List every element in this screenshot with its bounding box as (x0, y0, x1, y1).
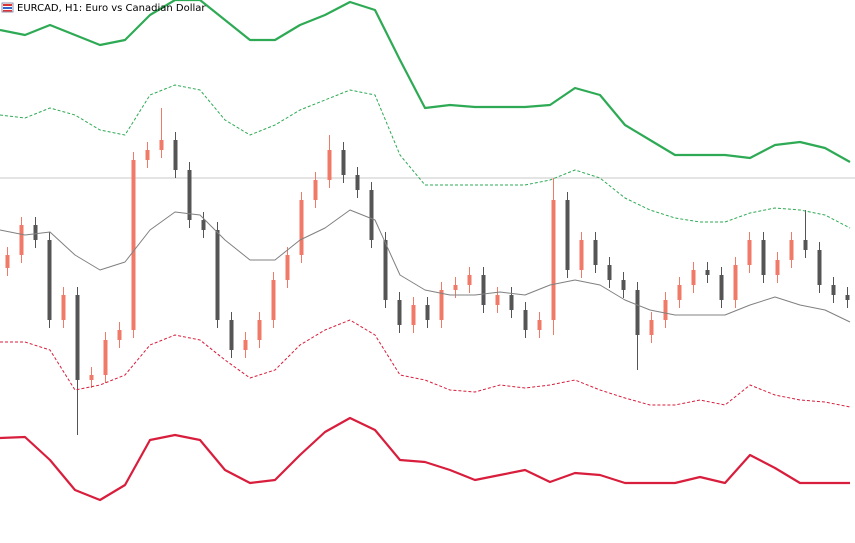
candle-body (159, 140, 164, 150)
candle-body (831, 285, 836, 295)
candle-body (803, 240, 808, 250)
candle-body (201, 220, 206, 230)
candle-body (761, 240, 766, 275)
candle-body (145, 150, 150, 160)
candle-body (215, 230, 220, 320)
candle-body (467, 275, 472, 285)
candle-body (229, 320, 234, 350)
candle-body (397, 300, 402, 325)
candle-body (327, 150, 332, 180)
candle-body (817, 250, 822, 285)
candle-body (341, 150, 346, 175)
candle-body (495, 295, 500, 305)
candle-body (355, 175, 360, 190)
candle-body (593, 240, 598, 265)
candle-body (33, 225, 38, 240)
candle-body (733, 265, 738, 300)
candle-body (481, 275, 486, 305)
chart-title: EURCAD, H1: Euro vs Canadian Dollar (17, 3, 206, 14)
candle-body (103, 340, 108, 375)
candle-body (271, 280, 276, 320)
candle-body (719, 275, 724, 300)
candle-body (691, 270, 696, 285)
candle-body (747, 240, 752, 265)
candle-body (131, 160, 136, 330)
candle-body (453, 285, 458, 290)
candle-body (523, 310, 528, 330)
candle-body (187, 170, 192, 220)
candle-body (551, 200, 556, 320)
candle-body (47, 240, 52, 320)
candle-body (117, 330, 122, 340)
candle-body (649, 320, 654, 335)
candle-body (411, 305, 416, 325)
candle-body (537, 320, 542, 330)
candle-body (845, 295, 850, 300)
candle-body (705, 270, 710, 275)
candle-body (383, 240, 388, 300)
candle-body (439, 290, 444, 320)
candle-body (5, 255, 10, 268)
candle-body (173, 140, 178, 170)
candle-body (61, 295, 66, 320)
candle-body (89, 375, 94, 380)
candle-body (369, 190, 374, 240)
candle-body (677, 285, 682, 300)
candle-body (19, 225, 24, 255)
candle-body (607, 265, 612, 280)
candle-body (789, 240, 794, 260)
candle-body (243, 340, 248, 350)
indicator-line (0, 209, 851, 323)
candle-body (565, 200, 570, 270)
indicator-line (0, 416, 850, 502)
candle-body (775, 260, 780, 275)
indicator-line (0, 0, 851, 163)
candle-body (663, 300, 668, 320)
candle-body (579, 240, 584, 270)
candle-body (509, 295, 514, 310)
candle-body (299, 200, 304, 255)
candles (5, 108, 850, 435)
candle-body (621, 280, 626, 290)
symbol-flag (1, 2, 14, 13)
candle-body (425, 305, 430, 320)
candle-body (313, 180, 318, 200)
candle-body (285, 255, 290, 280)
indicator-line (0, 319, 851, 408)
candle-body (257, 320, 262, 340)
candle-body (75, 295, 80, 380)
candle-body (635, 290, 640, 335)
